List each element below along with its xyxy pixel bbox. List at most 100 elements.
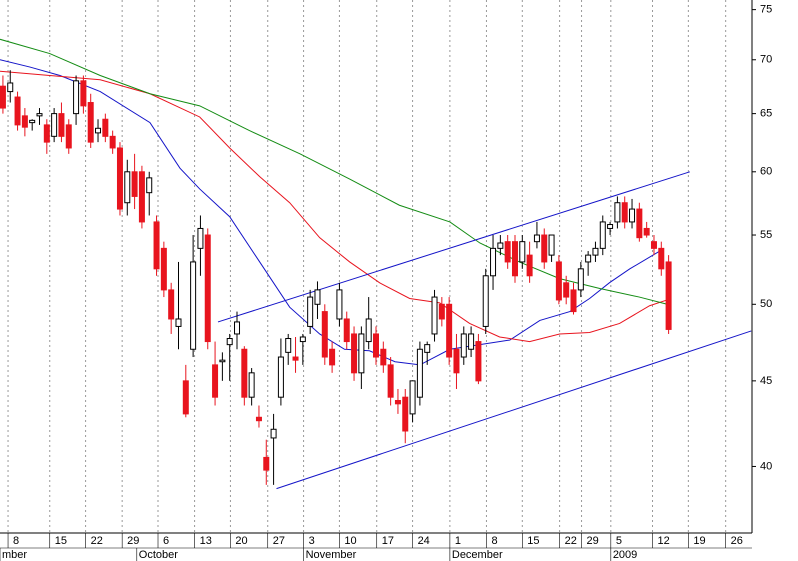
x-tick-label: 8 — [13, 535, 19, 547]
candle-body — [490, 247, 497, 277]
candle-body — [292, 356, 299, 361]
candle-body — [519, 241, 526, 263]
month-label: November — [306, 549, 357, 561]
y-tick-label: 55 — [760, 229, 772, 241]
candle-body — [351, 333, 358, 374]
candle-body — [226, 338, 233, 346]
candle-body — [21, 115, 28, 128]
candle-body — [387, 364, 394, 398]
line — [276, 330, 752, 490]
candle-body — [270, 428, 277, 439]
candle-body — [570, 289, 577, 313]
candle-body — [577, 268, 584, 291]
x-tick-label: 1 — [455, 535, 461, 547]
candle-body — [358, 333, 365, 374]
candle-body — [650, 241, 657, 249]
candle-body — [541, 234, 548, 263]
candle-body — [643, 227, 650, 236]
candle-body — [7, 82, 14, 93]
x-tick-label: 15 — [527, 535, 539, 547]
candle-body — [36, 113, 43, 117]
candle-body — [43, 124, 50, 143]
candle-body — [614, 202, 621, 223]
x-tick-label: 24 — [418, 535, 430, 547]
candle-body — [182, 380, 189, 415]
candle-body — [475, 341, 482, 382]
candle-body — [190, 261, 197, 350]
candle-body — [307, 296, 314, 327]
candle-body — [248, 372, 255, 398]
y-tick-label: 75 — [760, 4, 772, 16]
candle-body — [402, 396, 409, 432]
x-tick-label: 22 — [565, 535, 577, 547]
candle-body — [51, 113, 58, 137]
candle-body — [555, 261, 562, 301]
candle-body — [585, 254, 592, 263]
candle-body — [29, 119, 36, 124]
candle-body — [314, 289, 321, 305]
candle-body — [73, 80, 80, 115]
x-tick-label: 6 — [163, 535, 169, 547]
x-tick-label: 27 — [273, 535, 285, 547]
x-tick-label: 20 — [235, 535, 247, 547]
candle-body — [204, 234, 211, 343]
x-tick-label: 19 — [693, 535, 705, 547]
candle-body — [431, 296, 438, 335]
x-tick-label: 13 — [200, 535, 212, 547]
candle-body — [424, 344, 431, 353]
candle-body — [131, 171, 138, 197]
candle-body — [373, 333, 379, 358]
candle-body — [636, 208, 643, 239]
candle-body — [241, 348, 248, 398]
x-tick-label: 29 — [587, 535, 599, 547]
candle-body — [277, 356, 284, 398]
candle-body — [599, 221, 606, 249]
candle-body — [526, 254, 533, 277]
candle-body — [146, 177, 153, 194]
candle-body — [80, 80, 87, 107]
x-tick-label: 15 — [55, 535, 67, 547]
candle-body — [116, 147, 123, 210]
candle-body — [629, 208, 636, 223]
candle-body — [263, 456, 270, 471]
candle-body — [453, 348, 460, 374]
candle-body — [168, 289, 175, 320]
x-tick-label: 12 — [658, 535, 670, 547]
candle-body — [438, 303, 445, 320]
line — [217, 171, 690, 323]
candle-body — [299, 336, 306, 343]
candle-body — [460, 333, 467, 358]
candle-body — [321, 311, 328, 358]
candle-body — [102, 118, 109, 137]
candle-body — [87, 102, 94, 143]
candle-body — [343, 318, 350, 343]
candle-body — [563, 282, 570, 298]
candle-body — [255, 416, 262, 422]
candle-body — [14, 96, 21, 126]
y-tick-label: 45 — [760, 375, 772, 387]
line — [0, 70, 668, 343]
month-label: mber — [2, 549, 27, 561]
candle-body — [511, 241, 518, 277]
y-tick-label: 50 — [760, 298, 772, 310]
candle-body — [285, 338, 292, 353]
candle-body — [468, 333, 475, 350]
candle-body — [124, 171, 131, 204]
candle-body — [138, 171, 145, 223]
candle-body — [592, 247, 599, 256]
candle-body — [234, 321, 241, 335]
candle-body — [658, 247, 665, 270]
candle-body — [607, 224, 614, 229]
x-tick-label: 5 — [616, 535, 622, 547]
y-tick-label: 70 — [760, 54, 772, 66]
candle-body — [0, 85, 6, 109]
x-tick-label: 8 — [491, 535, 497, 547]
candle-body — [175, 318, 182, 327]
candle-body — [329, 348, 336, 366]
x-tick-label: 17 — [382, 535, 394, 547]
candle-body — [482, 275, 489, 327]
candle-body — [336, 289, 343, 320]
candle-body — [58, 113, 65, 137]
